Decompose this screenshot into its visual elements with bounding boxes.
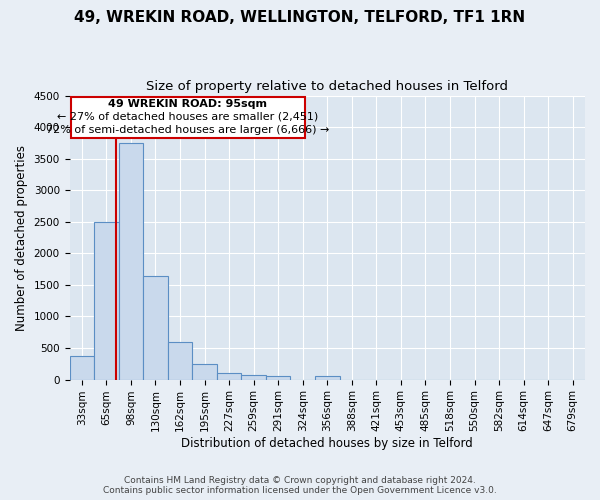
Bar <box>143 276 168 380</box>
Bar <box>217 372 241 380</box>
Bar <box>168 342 192 380</box>
FancyBboxPatch shape <box>71 97 305 138</box>
Bar <box>94 222 119 380</box>
Text: Contains HM Land Registry data © Crown copyright and database right 2024.
Contai: Contains HM Land Registry data © Crown c… <box>103 476 497 495</box>
Bar <box>70 356 94 380</box>
Text: 72% of semi-detached houses are larger (6,666) →: 72% of semi-detached houses are larger (… <box>46 124 329 134</box>
Bar <box>315 376 340 380</box>
Text: ← 27% of detached houses are smaller (2,451): ← 27% of detached houses are smaller (2,… <box>58 112 319 122</box>
Bar <box>266 376 290 380</box>
Bar <box>192 364 217 380</box>
Bar <box>119 143 143 380</box>
X-axis label: Distribution of detached houses by size in Telford: Distribution of detached houses by size … <box>181 437 473 450</box>
Text: 49, WREKIN ROAD, WELLINGTON, TELFORD, TF1 1RN: 49, WREKIN ROAD, WELLINGTON, TELFORD, TF… <box>74 10 526 25</box>
Title: Size of property relative to detached houses in Telford: Size of property relative to detached ho… <box>146 80 508 93</box>
Bar <box>241 375 266 380</box>
Y-axis label: Number of detached properties: Number of detached properties <box>15 144 28 330</box>
Text: 49 WREKIN ROAD: 95sqm: 49 WREKIN ROAD: 95sqm <box>109 99 268 109</box>
